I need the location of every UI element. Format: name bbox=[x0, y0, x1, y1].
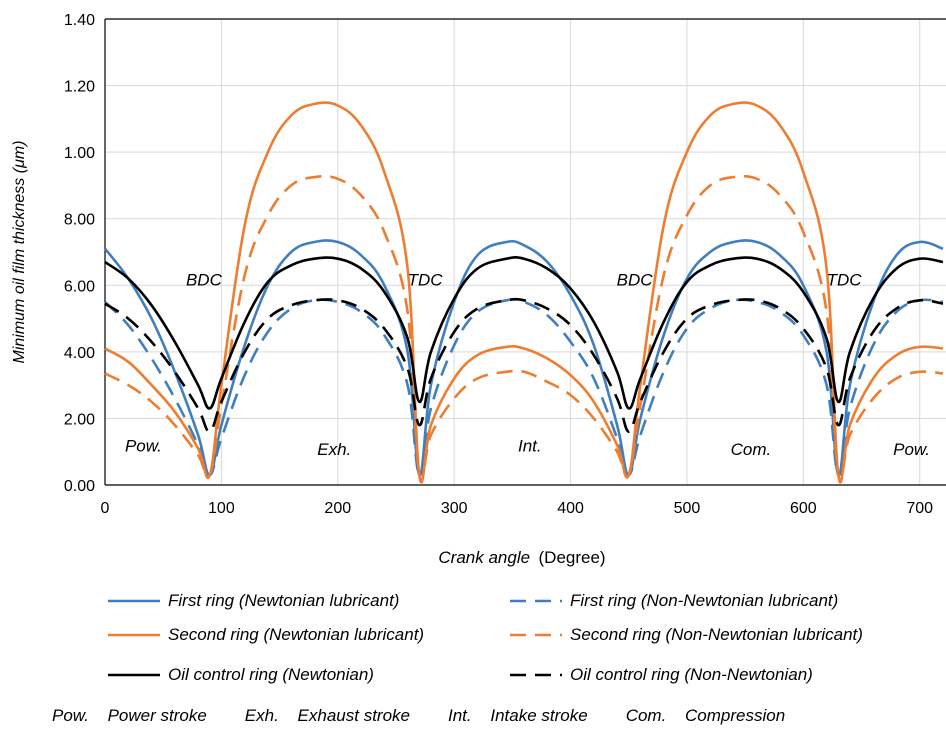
legend-item: First ring (Non-Newtonian lubricant) bbox=[508, 591, 838, 611]
y-tick-label: 1.00 bbox=[64, 145, 95, 162]
series-line-6 bbox=[104, 297, 944, 433]
series-line-2 bbox=[104, 298, 944, 477]
y-tick-label: 4.00 bbox=[64, 345, 95, 362]
legend-label: Oil control ring (Newtonian) bbox=[168, 665, 374, 684]
x-tick-label: 600 bbox=[790, 500, 817, 517]
legend-label: Second ring (Newtonian lubricant) bbox=[168, 625, 425, 644]
abbr-key: Com. bbox=[625, 706, 672, 725]
legend-label: First ring (Newtonian lubricant) bbox=[168, 591, 400, 610]
abbr-key: Int. bbox=[448, 706, 477, 725]
chart-annotation: BDC bbox=[186, 270, 223, 289]
legend-item: First ring (Newtonian lubricant) bbox=[106, 591, 399, 611]
legend-swatch bbox=[108, 633, 160, 637]
legend-label: First ring (Non-Newtonian lubricant) bbox=[570, 591, 839, 610]
y-tick-label: 1.40 bbox=[64, 12, 95, 29]
chart-annotation: TDC bbox=[408, 270, 444, 289]
x-axis-label-main: Crank angle bbox=[438, 548, 530, 567]
series-line-3 bbox=[104, 101, 944, 484]
chart-annotation: Pow. bbox=[125, 437, 162, 456]
chart-annotation: TDC bbox=[827, 270, 863, 289]
abbr-key: Exh. bbox=[244, 706, 284, 725]
x-tick-label: 300 bbox=[441, 500, 468, 517]
chart-annotation: BDC bbox=[617, 270, 654, 289]
chart-annotation: Exh. bbox=[317, 440, 351, 459]
legend-item: Second ring (Newtonian lubricant) bbox=[106, 625, 424, 645]
series-lines bbox=[103, 101, 944, 484]
x-tick-label: 400 bbox=[557, 500, 584, 517]
legend-swatch bbox=[510, 599, 562, 603]
chart-annotation: Com. bbox=[731, 440, 772, 459]
y-tick-label: 6.00 bbox=[64, 278, 95, 295]
legend-label: Oil control ring (Non-Newtonian) bbox=[570, 665, 813, 684]
x-tick-label: 100 bbox=[208, 500, 235, 517]
x-tick-label: 700 bbox=[906, 500, 933, 517]
x-tick-label: 500 bbox=[674, 500, 701, 517]
x-tick-label: 0 bbox=[101, 500, 110, 517]
abbr-value: Exhaust stroke bbox=[297, 706, 410, 725]
legend-label: Second ring (Non-Newtonian lubricant) bbox=[570, 625, 863, 644]
x-axis-label: Crank angle (Degree) bbox=[438, 548, 605, 567]
y-tick-label: 1.20 bbox=[64, 79, 95, 96]
abbr-key: Pow. bbox=[52, 706, 94, 725]
x-tick-label: 200 bbox=[324, 500, 351, 517]
series-line-5 bbox=[104, 256, 944, 410]
series-line-4 bbox=[104, 174, 944, 483]
abbr-value: Compression bbox=[685, 706, 786, 725]
abbr-value: Intake stroke bbox=[490, 706, 588, 725]
y-tick-label: 8.00 bbox=[64, 212, 95, 229]
chart-annotation: Int. bbox=[518, 437, 542, 456]
series-line-1 bbox=[103, 239, 944, 477]
x-axis-label-unit: (Degree) bbox=[539, 548, 606, 567]
y-axis-label: Minimum oil film thickness (μm) bbox=[11, 140, 28, 363]
annotations: BDC TDC BDC TDC Pow. Exh. Int. Com. Pow. bbox=[125, 270, 930, 459]
y-tick-label: 2.00 bbox=[64, 411, 95, 428]
legend-swatch bbox=[108, 673, 160, 677]
legend-swatch bbox=[108, 599, 160, 603]
tick-labels: 0.00 2.00 4.00 6.00 8.00 1.00 1.20 1.40 0 100 200 3… bbox=[64, 12, 933, 517]
chart-annotation: Pow. bbox=[893, 440, 930, 459]
y-tick-label: 0.00 bbox=[64, 478, 95, 495]
legend-item: Second ring (Non-Newtonian lubricant) bbox=[508, 625, 863, 645]
abbreviation-key: Pow. Power stroke Exh. Exhaust stroke Int.… bbox=[52, 706, 823, 726]
axes bbox=[104, 18, 946, 486]
legend-item: Oil control ring (Non-Newtonian) bbox=[508, 665, 813, 685]
abbr-value: Power stroke bbox=[107, 706, 207, 725]
gridlines bbox=[105, 18, 946, 485]
legend-item: Oil control ring (Newtonian) bbox=[106, 665, 374, 685]
legend-swatch bbox=[510, 633, 562, 637]
legend-swatch bbox=[510, 673, 562, 677]
